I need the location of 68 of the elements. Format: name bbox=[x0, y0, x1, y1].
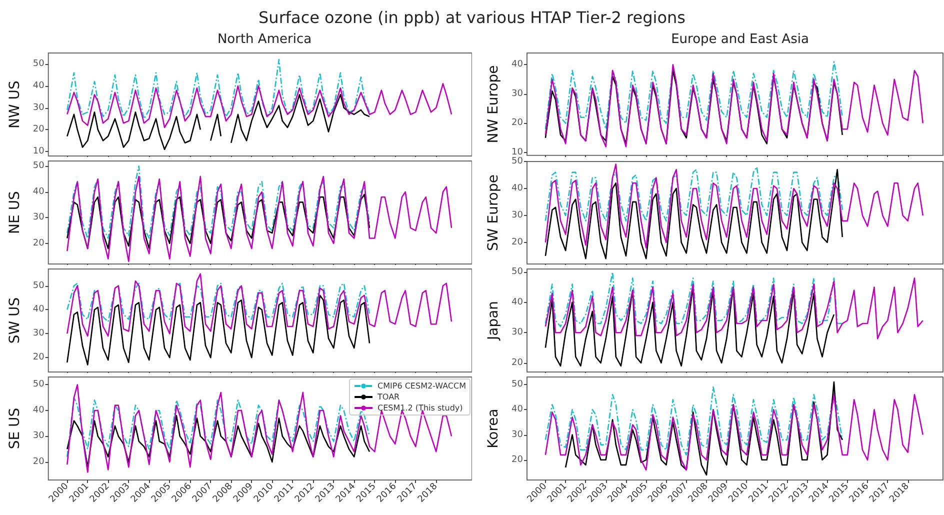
y-tick-label: 50 bbox=[32, 280, 45, 291]
legend-label: CESM1.2 (This study) bbox=[378, 404, 463, 412]
line-series bbox=[66, 166, 370, 239]
chart-subtitle: North America bbox=[217, 32, 312, 47]
y-tick-label: 20 bbox=[32, 238, 45, 248]
line-series bbox=[66, 282, 370, 322]
line-series bbox=[66, 414, 370, 468]
y-axis-title: NW US bbox=[7, 80, 23, 128]
y-tick-label: 30 bbox=[512, 88, 524, 99]
y-tick-label: 30 bbox=[512, 328, 524, 338]
y-tick-label: 50 bbox=[512, 267, 524, 278]
legend-label: CMIP6 CESM2-WACCM bbox=[378, 382, 466, 390]
y-tick-label: 40 bbox=[512, 60, 524, 70]
line-series bbox=[66, 396, 370, 458]
y-axis-title: SW Europe bbox=[486, 174, 502, 251]
y-tick-label: 50 bbox=[512, 380, 524, 390]
y-tick-label: 40 bbox=[512, 404, 524, 415]
y-tick-label: 30 bbox=[32, 212, 45, 223]
y-tick-label: 50 bbox=[32, 380, 45, 390]
y-tick-label: 50 bbox=[32, 161, 45, 172]
line-series bbox=[544, 164, 924, 248]
line-series bbox=[66, 58, 370, 120]
y-tick-label: 50 bbox=[512, 156, 524, 166]
line-series bbox=[544, 286, 835, 367]
y-tick-label: 40 bbox=[32, 405, 45, 416]
y-tick-label: 40 bbox=[512, 183, 524, 194]
y-tick-label: 30 bbox=[32, 328, 45, 339]
y-tick-label: 10 bbox=[512, 148, 524, 158]
line-series bbox=[544, 61, 844, 130]
y-tick-label: 30 bbox=[32, 431, 45, 442]
line-series bbox=[66, 176, 452, 262]
line-series bbox=[544, 271, 844, 328]
y-axis-title: NW Europe bbox=[486, 65, 502, 144]
y-tick-label: 40 bbox=[32, 186, 45, 197]
chart-title: Surface ozone (in ppb) at various HTAP Tier-2 regions bbox=[258, 8, 686, 27]
y-tick-label: 20 bbox=[512, 358, 524, 368]
line-series bbox=[66, 294, 370, 366]
y-tick-label: 40 bbox=[32, 80, 45, 91]
line-series bbox=[544, 168, 844, 260]
line-series bbox=[544, 277, 924, 340]
y-tick-label: 10 bbox=[32, 146, 45, 157]
line-series bbox=[564, 381, 844, 476]
y-axis-title: SW US bbox=[7, 297, 23, 344]
y-tick-label: 30 bbox=[32, 102, 45, 113]
line-series bbox=[544, 64, 924, 148]
y-axis-title: Korea bbox=[486, 408, 502, 448]
y-tick-label: 20 bbox=[32, 124, 45, 135]
y-tick-label: 20 bbox=[512, 237, 524, 248]
line-series bbox=[544, 386, 844, 456]
y-tick-label: 20 bbox=[32, 456, 45, 467]
y-axis-title: Japan bbox=[486, 300, 502, 342]
y-tick-label: 40 bbox=[512, 297, 524, 308]
line-series bbox=[66, 83, 452, 128]
y-tick-label: 30 bbox=[512, 430, 524, 440]
y-tick-label: 20 bbox=[512, 118, 524, 128]
line-series bbox=[544, 394, 924, 471]
y-tick-label: 20 bbox=[32, 352, 45, 363]
legend-label: TOAR bbox=[376, 392, 400, 402]
y-tick-label: 20 bbox=[512, 454, 524, 465]
line-series bbox=[66, 273, 452, 337]
y-tick-label: 50 bbox=[32, 58, 45, 69]
y-tick-label: 30 bbox=[512, 210, 524, 220]
y-axis-title: NE US bbox=[7, 190, 23, 234]
line-series bbox=[544, 166, 844, 222]
chart-subtitle: Europe and East Asia bbox=[671, 32, 809, 47]
y-axis-title: SE US bbox=[7, 408, 23, 450]
line-series bbox=[66, 194, 370, 250]
y-tick-label: 40 bbox=[32, 304, 45, 315]
